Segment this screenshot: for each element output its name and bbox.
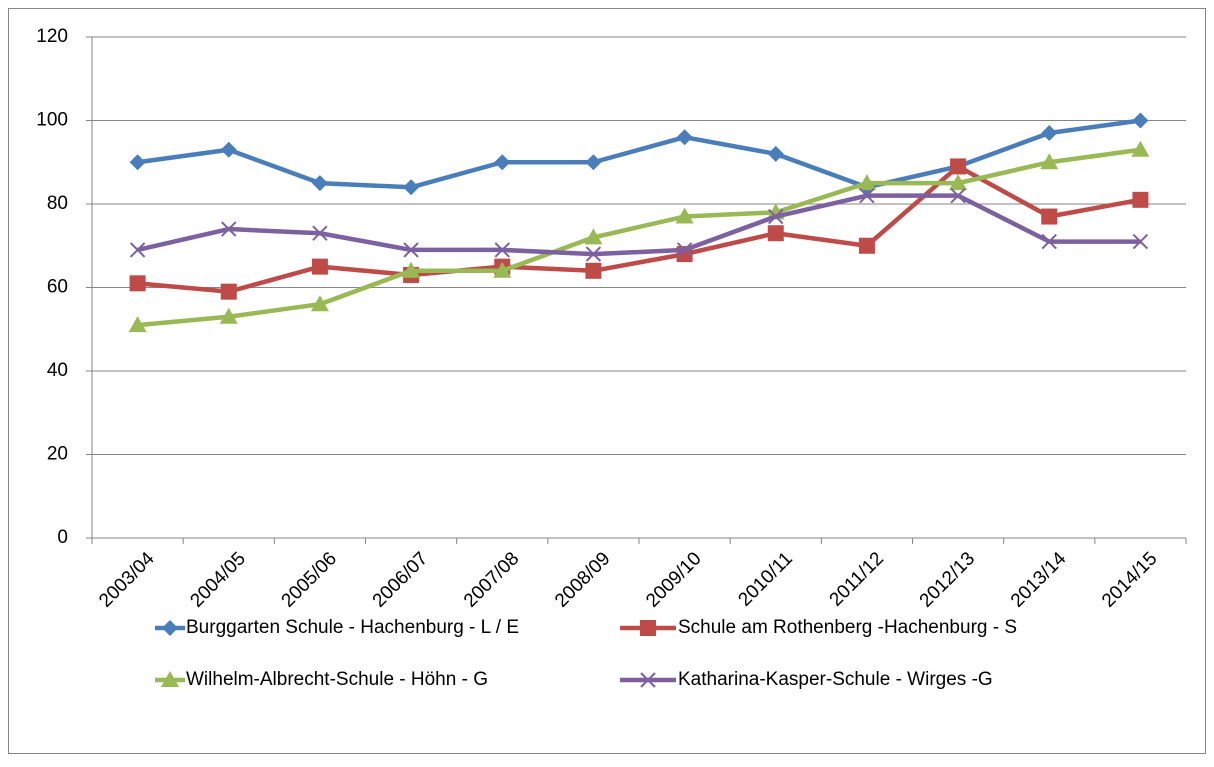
chart-border [8,8,1206,754]
marker [950,158,967,175]
marker [1131,140,1150,157]
marker [1132,112,1149,129]
legend-label: Burggarten Schule - Hachenburg - L / E [186,617,519,638]
legend-entry: Katharina-Kasper-Schule - Wirges -G [620,669,993,690]
series-line [137,147,1141,328]
marker [767,145,784,162]
series-line [137,193,1141,257]
marker [220,141,237,158]
marker [859,187,875,204]
marker [493,261,512,278]
marker [1132,191,1149,208]
marker [1041,125,1058,142]
y-tick-label: 40 [47,360,68,381]
y-tick-label: 100 [36,110,68,131]
marker [949,174,968,191]
marker [585,246,602,262]
marker [584,228,603,245]
marker [403,179,420,196]
marker [585,262,602,279]
marker [219,307,238,324]
marker [1132,233,1149,250]
marker [221,221,237,237]
y-tick-label: 120 [36,26,68,47]
legend-entry: Burggarten Schule - Hachenburg - L / E [155,617,519,638]
marker [768,208,784,225]
series-line [137,118,1141,190]
marker [402,261,421,278]
marker [311,175,328,192]
y-tick-label: 60 [47,277,68,298]
marker [494,242,510,258]
y-tick-label: 80 [47,193,68,214]
legend-label: Schule am Rothenberg -Hachenburg - S [678,617,1017,638]
marker [675,207,694,224]
marker [676,129,693,146]
marker [1040,153,1059,170]
marker [128,316,147,333]
marker [857,174,876,191]
marker [162,620,178,636]
marker [585,154,602,171]
y-tick-label: 20 [47,444,68,465]
marker [220,283,237,300]
marker [311,258,328,275]
y-tick-label: 0 [57,527,68,548]
marker [129,275,146,292]
marker [129,242,146,258]
marker [767,225,784,242]
legend-label: Wilhelm-Albrecht-Schule - Höhn - G [186,669,488,690]
marker [494,154,511,171]
marker [1041,233,1057,250]
marker [858,237,875,254]
marker [676,242,693,258]
marker [1041,208,1058,225]
marker [403,242,419,258]
marker [950,187,966,204]
marker [640,672,656,688]
legend-label: Katharina-Kasper-Schule - Wirges -G [678,669,993,690]
marker [129,154,146,171]
series-line [137,164,1141,294]
marker [310,295,329,312]
marker [312,225,328,241]
marker [161,671,179,687]
legend-entry: Schule am Rothenberg -Hachenburg - S [620,617,1017,638]
legend-entry: Wilhelm-Albrecht-Schule - Höhn - G [155,669,488,690]
marker [640,620,656,636]
